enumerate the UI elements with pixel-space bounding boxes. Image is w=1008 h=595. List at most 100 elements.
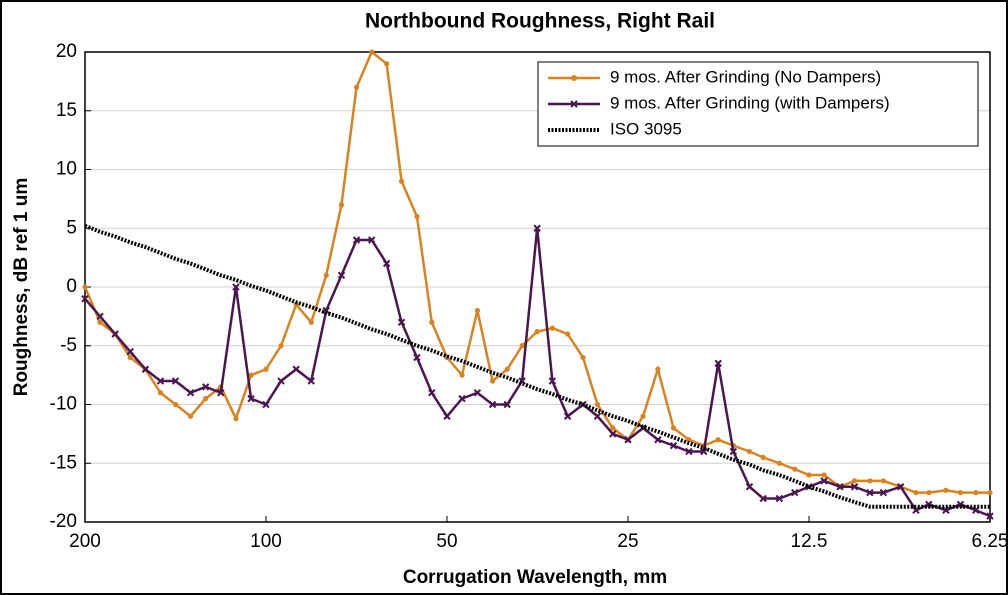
point — [172, 401, 179, 408]
point — [232, 283, 240, 291]
point — [686, 437, 692, 443]
point — [248, 372, 254, 378]
point — [322, 306, 330, 315]
point — [519, 343, 525, 349]
point — [369, 49, 375, 55]
point — [715, 437, 721, 443]
point — [141, 365, 150, 373]
point — [987, 490, 993, 496]
y-tick-label: 5 — [66, 217, 77, 238]
point — [594, 401, 601, 408]
point — [308, 319, 314, 325]
point — [488, 400, 497, 409]
point — [263, 366, 269, 372]
point — [293, 302, 299, 308]
point — [700, 447, 708, 456]
y-tick-label: 0 — [66, 276, 77, 297]
point — [836, 483, 844, 491]
point — [866, 488, 874, 497]
point — [534, 329, 540, 335]
point — [307, 377, 315, 385]
point — [413, 353, 421, 362]
x-tick-label: 50 — [436, 531, 457, 552]
legend-label: 9 mos. After Grinding (with Dampers) — [610, 93, 890, 112]
y-tick-label: -5 — [60, 335, 77, 356]
point — [533, 224, 541, 232]
point — [96, 312, 104, 321]
point — [353, 84, 360, 90]
point — [820, 477, 828, 485]
point — [580, 354, 586, 361]
point — [337, 271, 346, 279]
point — [382, 259, 391, 268]
point — [352, 236, 361, 244]
point — [593, 412, 602, 420]
point — [187, 413, 194, 419]
point — [186, 389, 195, 397]
point — [565, 331, 571, 337]
point — [745, 483, 754, 491]
point — [127, 354, 133, 361]
point — [851, 478, 858, 484]
point — [428, 389, 436, 397]
point — [233, 416, 239, 422]
x-tick-label: 25 — [617, 531, 638, 552]
point — [97, 319, 103, 325]
point — [217, 389, 225, 397]
point — [549, 325, 555, 331]
y-tick-label: 20 — [56, 41, 77, 62]
point — [943, 487, 949, 493]
y-tick-label: -20 — [50, 511, 77, 532]
x-tick-label: 6.25 — [972, 531, 1008, 552]
point — [203, 396, 209, 402]
y-axis-label: Roughness, dB ref 1 um — [11, 178, 32, 397]
point — [986, 512, 994, 520]
point — [956, 500, 965, 509]
point — [669, 441, 678, 450]
point — [503, 400, 511, 409]
point — [171, 377, 180, 385]
x-axis-label: Corrugation Wavelength, mm — [403, 567, 667, 588]
point — [474, 307, 481, 314]
point — [368, 236, 376, 244]
point — [685, 447, 693, 456]
point — [384, 61, 390, 67]
point — [459, 372, 465, 378]
point — [850, 483, 859, 491]
point — [473, 389, 482, 397]
point — [714, 359, 722, 368]
point — [670, 425, 677, 431]
point — [247, 394, 255, 403]
point — [563, 412, 572, 420]
series-line — [84, 224, 990, 509]
point — [397, 318, 406, 326]
point — [201, 383, 210, 391]
point — [925, 500, 933, 509]
point — [157, 390, 164, 396]
point — [443, 412, 451, 420]
point — [504, 366, 510, 372]
legend-box — [537, 61, 979, 147]
x-tick-label: 200 — [69, 531, 101, 552]
point — [277, 377, 285, 385]
point — [278, 343, 284, 349]
point — [624, 436, 632, 444]
point — [262, 400, 270, 409]
point — [81, 295, 89, 303]
chart-title: Northbound Roughness, Right Rail — [365, 10, 715, 33]
point — [821, 472, 827, 478]
point — [913, 490, 919, 496]
y-tick-label: -10 — [50, 394, 77, 415]
point — [957, 490, 964, 496]
point — [292, 365, 300, 373]
point — [429, 319, 435, 325]
point — [156, 377, 165, 385]
point — [111, 330, 119, 338]
point — [398, 178, 405, 184]
point — [338, 202, 345, 208]
point — [323, 272, 329, 278]
point — [548, 377, 557, 385]
point — [610, 425, 616, 431]
x-tick-label: 12.5 — [791, 531, 828, 552]
